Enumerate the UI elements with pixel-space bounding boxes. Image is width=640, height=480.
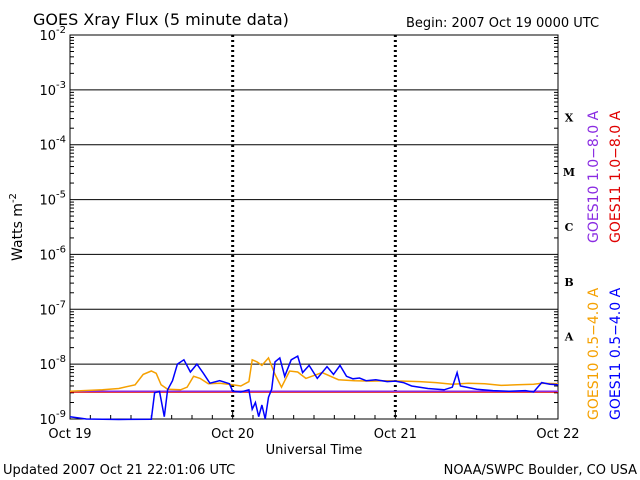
y-axis-label-superscript: -2 <box>8 193 19 203</box>
y-tick-label: 10-3 <box>39 80 66 99</box>
y-axis-label: Watts m <box>10 203 26 261</box>
plot-area <box>69 34 559 420</box>
y-tick-label: 10-6 <box>39 244 66 263</box>
flare-class-c: C <box>565 221 574 234</box>
svg-text:Watts m-2: Watts m-2 <box>8 193 26 261</box>
flare-class-x: X <box>565 111 574 124</box>
x-tick-labels: Oct 19 Oct 20 Oct 21 Oct 22 <box>48 427 579 442</box>
legend-goes11-long: GOES11 1.0−8.0 A <box>608 110 624 243</box>
x-tick-label: Oct 21 <box>374 427 417 442</box>
begin-label: Begin: 2007 Oct 19 0000 UTC <box>406 16 599 31</box>
y-tick-label: 10-7 <box>39 299 66 318</box>
x-tick-label: Oct 20 <box>211 427 254 442</box>
y-axis-label-group: Watts m-2 <box>8 193 26 261</box>
flare-class-a: A <box>564 331 574 344</box>
series-layer <box>69 354 559 421</box>
y-tick-label: 10-2 <box>39 25 66 44</box>
y-tick-label: 10-8 <box>39 354 66 373</box>
x-tick-label: Oct 22 <box>536 427 579 442</box>
legend-goes10-short: GOES10 0.5−4.0 A <box>586 287 602 420</box>
y-tick-label: 10-5 <box>39 190 66 209</box>
series-line-goes10-0-5-4-0-a <box>69 356 559 393</box>
legend-long-group: GOES10 1.0−8.0 A GOES11 1.0−8.0 A <box>586 110 624 243</box>
y-tick-labels: 10-2 10-3 10-4 10-5 10-6 10-7 10-8 10-9 <box>39 25 66 428</box>
chart-title: GOES Xray Flux (5 minute data) <box>33 10 289 29</box>
series-line-goes11-0-5-4-0-a <box>69 354 559 421</box>
flare-class-m: M <box>563 166 575 179</box>
updated-label: Updated 2007 Oct 21 22:01:06 UTC <box>3 463 235 478</box>
legend-short-group: GOES10 0.5−4.0 A GOES11 0.5−4.0 A <box>586 287 624 420</box>
y-tick-label: 10-9 <box>39 409 66 428</box>
legend-goes11-short: GOES11 0.5−4.0 A <box>608 287 624 420</box>
source-label: NOAA/SWPC Boulder, CO USA <box>444 463 637 478</box>
y-tick-label: 10-4 <box>39 135 66 154</box>
flare-class-b: B <box>564 276 573 289</box>
x-axis-label: Universal Time <box>266 443 363 458</box>
flare-class-labels: X M C B A <box>563 111 575 343</box>
grid <box>69 35 559 419</box>
legend-goes10-long: GOES10 1.0−8.0 A <box>586 110 602 243</box>
x-tick-label: Oct 19 <box>48 427 91 442</box>
